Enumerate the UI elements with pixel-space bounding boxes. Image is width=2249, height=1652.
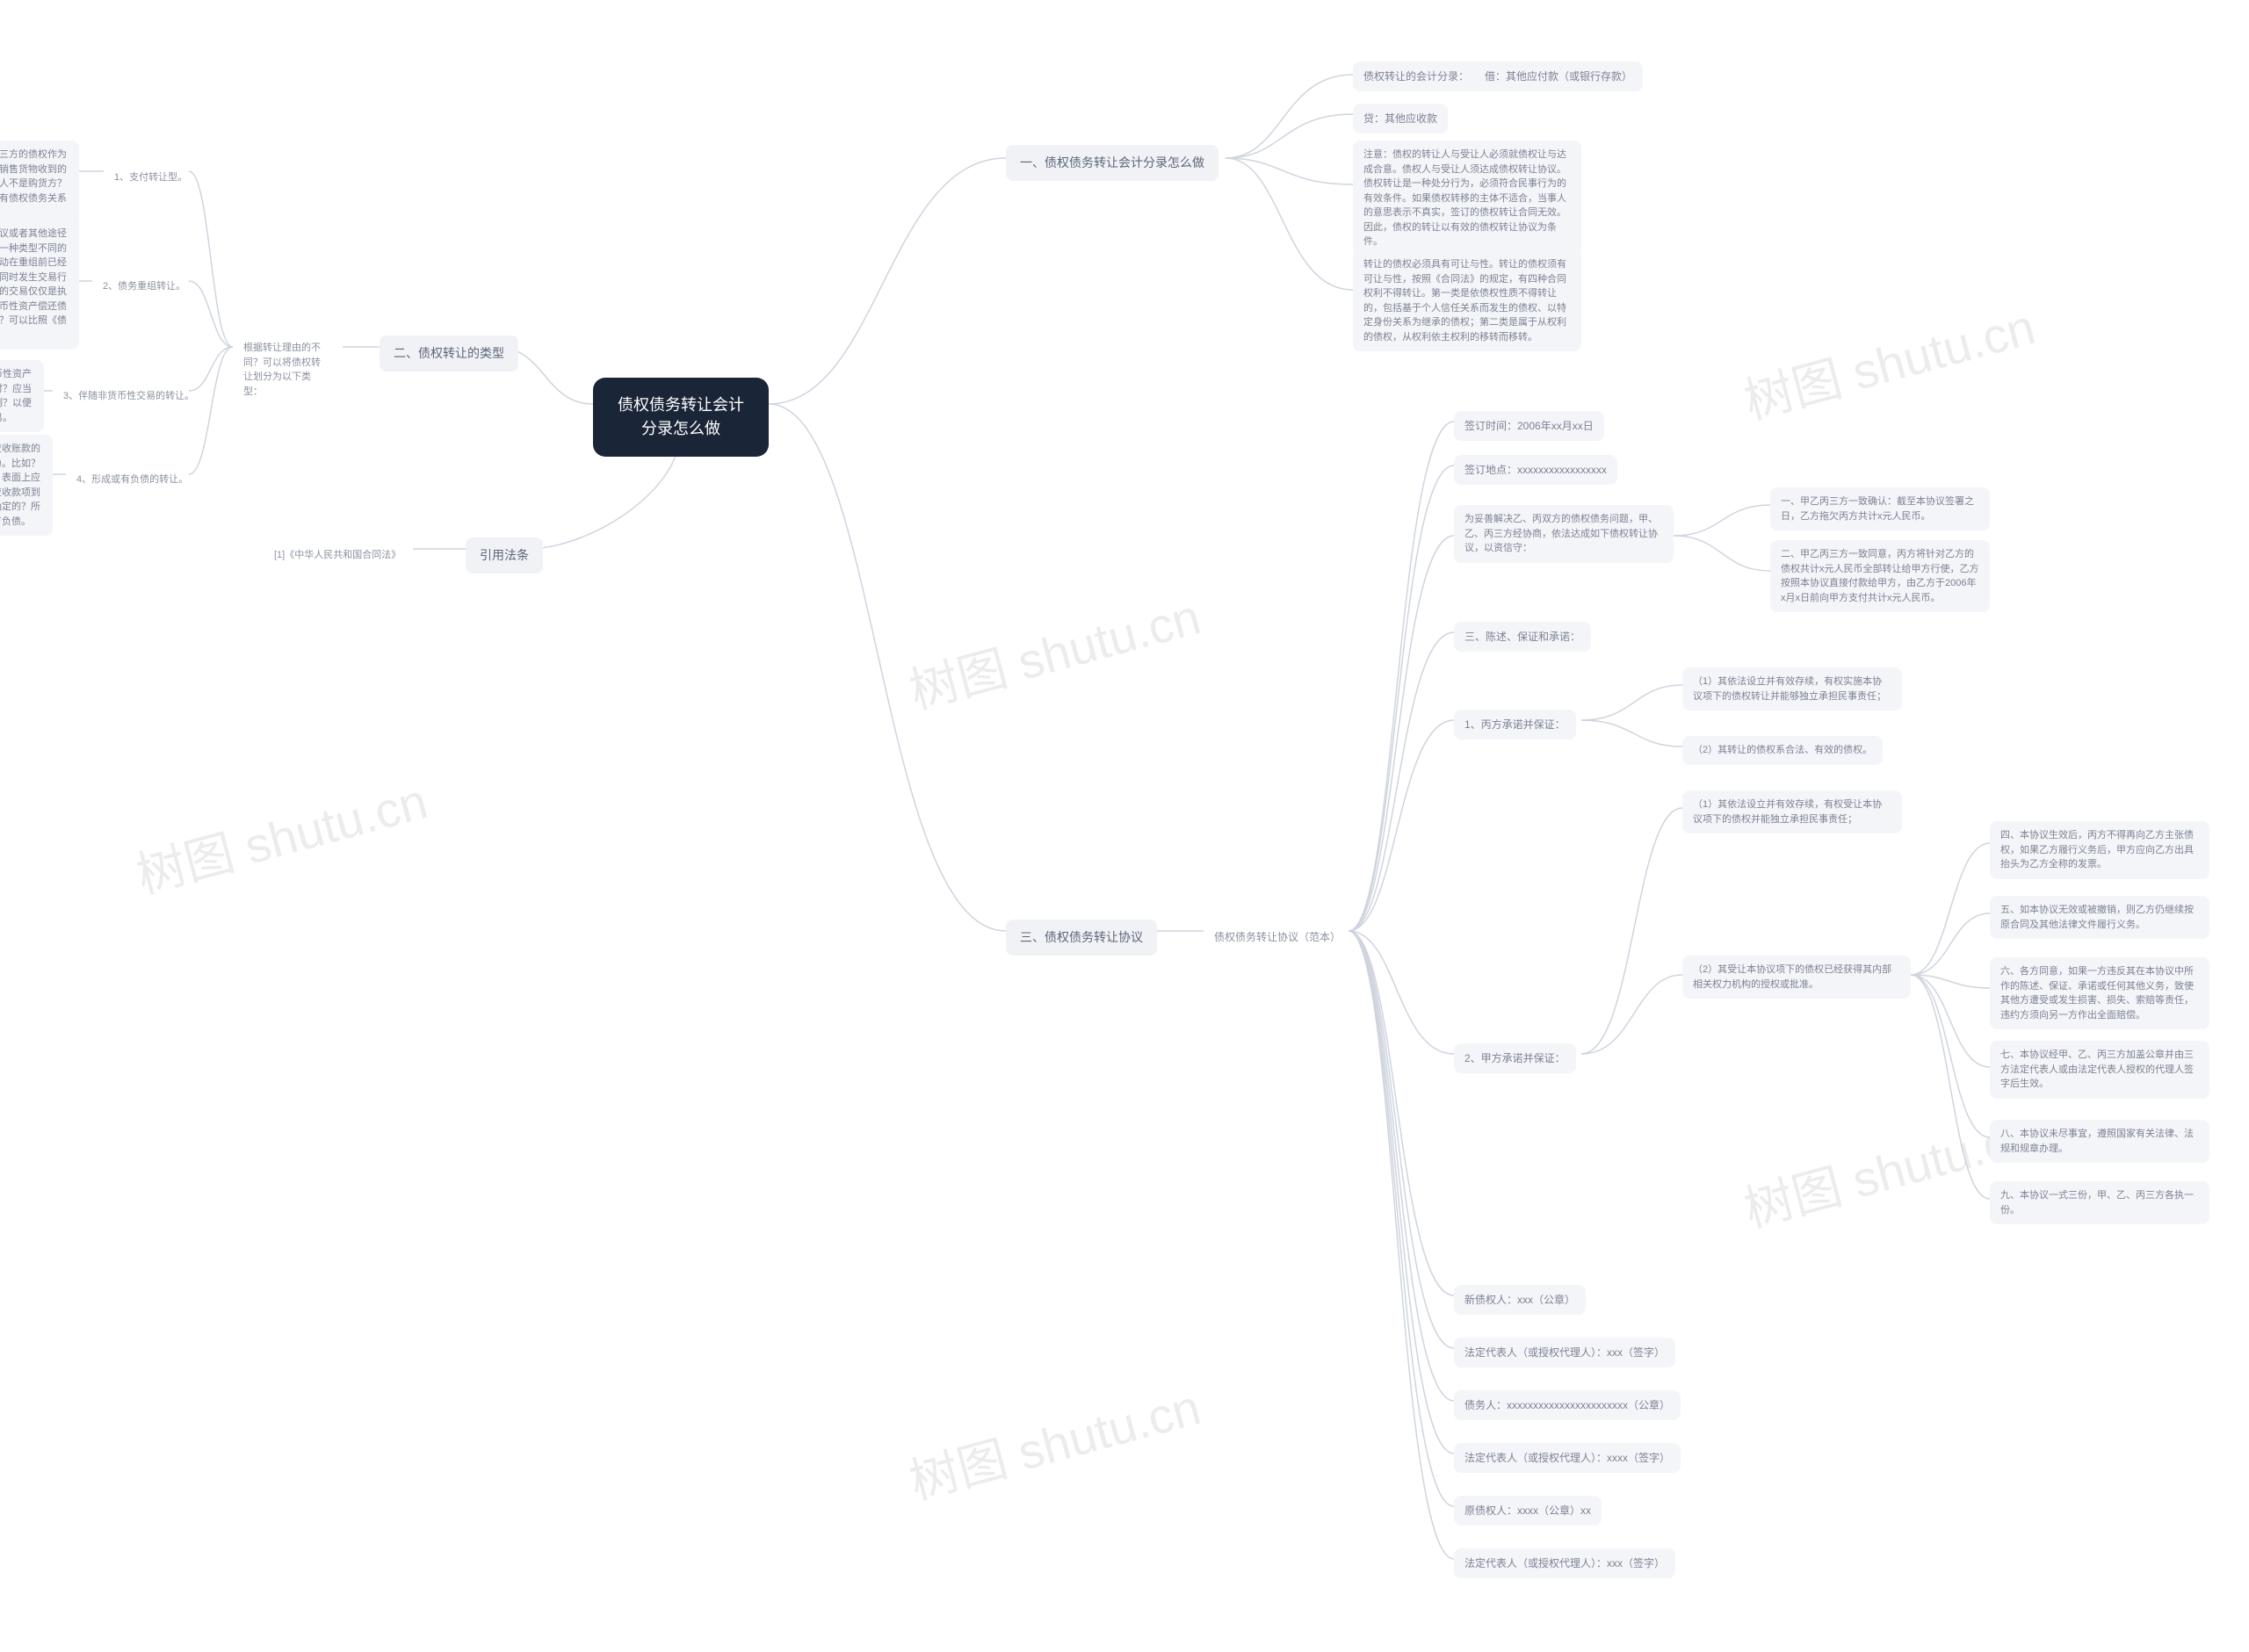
branch-three-child-5-sub2-3: 七、本协议经甲、乙、丙三方加盖公章并由三方法定代表人或由法定代表人授权的代理人签…	[1990, 1041, 2209, 1099]
branch-two-intro: 根据转让理由的不同？可以将债权转让划分为以下类型：	[233, 334, 338, 406]
connector-layer	[0, 0, 2249, 1652]
branch-three-child-6: 新债权人：xxx（公章）	[1454, 1285, 1586, 1315]
branch-two-num-0: 1、支付转让型。	[104, 163, 198, 192]
watermark: 树图 shutu.cn	[900, 577, 1207, 723]
branch-one-child-1: 贷：其他应收款	[1353, 104, 1448, 133]
branch-three-child-9: 法定代表人（或授权代理人）：xxxx（签字）	[1454, 1443, 1681, 1473]
branch-two-text-0: 企业在采购时？用持有的第三方的债权作为货款支付给销货方？销货方销售货物收到的是应…	[0, 141, 79, 227]
branch-two-num-1: 2、债务重组转让。	[92, 272, 196, 301]
branch-two-num-3: 4、形成或有负债的转让。	[66, 465, 199, 494]
branch-ref-child-0: [1]《中华人民共和国合同法》	[264, 541, 411, 570]
branch-three-child-0: 签订时间：2006年xx月xx日	[1454, 411, 1604, 441]
branch-three-child-2: 为妥善解决乙、丙双方的债权债务问题，甲、乙、丙三方经协商，依法达成如下债权转让协…	[1454, 505, 1674, 563]
branch-two-text-3: 转让应收账款时？转让方对未来应收账款的实现与否负有连带责任的转让行为。比如？用应…	[0, 435, 53, 536]
branch-three-child-5-sub2-0: 四、本协议生效后，丙方不得再向乙方主张债权，如果乙方履行义务后，甲方应向乙方出具…	[1990, 821, 2209, 879]
branch-three-child-2-sub-1: 二、甲乙丙三方一致同意，丙方将针对乙方的债权共计x元人民币全部转让给甲方行使，乙…	[1770, 540, 1990, 612]
branch-one-child-3: 转让的债权必须具有可让与性。转让的债权须有可让与性，按照《合同法》的规定，有四种…	[1353, 250, 1581, 351]
branch-three-child-10: 原债权人：xxxx（公章）xx	[1454, 1496, 1602, 1526]
branch-three-child-4-sub-1: （2）其转让的债权系合法、有效的债权。	[1682, 736, 1883, 765]
branch-one: 一、债权债务转让会计分录怎么做	[1006, 145, 1219, 181]
branch-three-child-3: 三、陈述、保证和承诺：	[1454, 622, 1591, 652]
branch-three-child-5: 2、甲方承诺并保证：	[1454, 1043, 1576, 1073]
branch-three-child-5-sub2-1: 五、如本协议无效或被撤销，则乙方仍继续按原合同及其他法律文件履行义务。	[1990, 896, 2209, 939]
branch-three-child-5-sub-0: （1）其依法设立并有效存续，有权受让本协议项下的债权并能独立承担民事责任；	[1682, 790, 1902, 833]
branch-two-text-2: 企业进行以非货币性资产交换非货币性资产的交易中？含有部分应收账款？此时？应当计算…	[0, 360, 44, 432]
branch-three-child-5-sub-1: （2）其受让本协议项下的债权已经获得其内部相关权力机构的授权或批准。	[1682, 956, 1911, 999]
branch-three-sub: 债权债务转让协议（范本）	[1204, 922, 1351, 952]
watermark: 树图 shutu.cn	[900, 1367, 1207, 1513]
branch-three: 三、债权债务转让协议	[1006, 920, 1157, 956]
branch-two-num-2: 3、伴随非货币性交易的转让。	[53, 382, 205, 411]
branch-three-child-1: 签订地点：xxxxxxxxxxxxxxxxx	[1454, 455, 1617, 485]
branch-three-child-8: 债务人：xxxxxxxxxxxxxxxxxxxxxxx（公章）	[1454, 1390, 1681, 1420]
branch-two-text-1: 持有债权债务的各方通过协议或者其他途径协商债权转让的行为。与上一种类型不同的是？…	[0, 220, 79, 350]
branch-three-child-4-sub-0: （1）其依法设立并有效存续，有权实施本协议项下的债权转让并能够独立承担民事责任；	[1682, 667, 1902, 711]
watermark: 树图 shutu.cn	[127, 761, 434, 907]
branch-three-child-2-sub-0: 一、甲乙丙三方一致确认：截至本协议签署之日，乙方拖欠丙方共计x元人民币。	[1770, 487, 1990, 530]
branch-three-child-7: 法定代表人（或授权代理人）：xxx（签字）	[1454, 1338, 1675, 1367]
branch-three-child-5-sub2-5: 九、本协议一式三份，甲、乙、丙三方各执一份。	[1990, 1181, 2209, 1224]
branch-two: 二、债权转让的类型	[380, 335, 518, 372]
branch-three-child-5-sub2-4: 八、本协议未尽事宜，遵照国家有关法律、法规和规章办理。	[1990, 1120, 2209, 1163]
watermark: 树图 shutu.cn	[1735, 287, 2042, 433]
branch-three-child-5-sub2-2: 六、各方同意，如果一方违反其在本协议中所作的陈述、保证、承诺或任何其他义务，致使…	[1990, 957, 2209, 1029]
center-node: 债权债务转让会计分录怎么做	[593, 378, 769, 457]
branch-one-child-0: 债权转让的会计分录： 借：其他应付款（或银行存款）	[1353, 61, 1643, 91]
branch-three-child-11: 法定代表人（或授权代理人）：xxx（签字）	[1454, 1548, 1675, 1578]
branch-ref: 引用法条	[466, 537, 543, 574]
branch-three-child-4: 1、丙方承诺并保证：	[1454, 710, 1576, 739]
branch-one-child-2: 注意：债权的转让人与受让人必须就债权让与达成合意。债权人与受让人须达成债权转让协…	[1353, 141, 1581, 256]
